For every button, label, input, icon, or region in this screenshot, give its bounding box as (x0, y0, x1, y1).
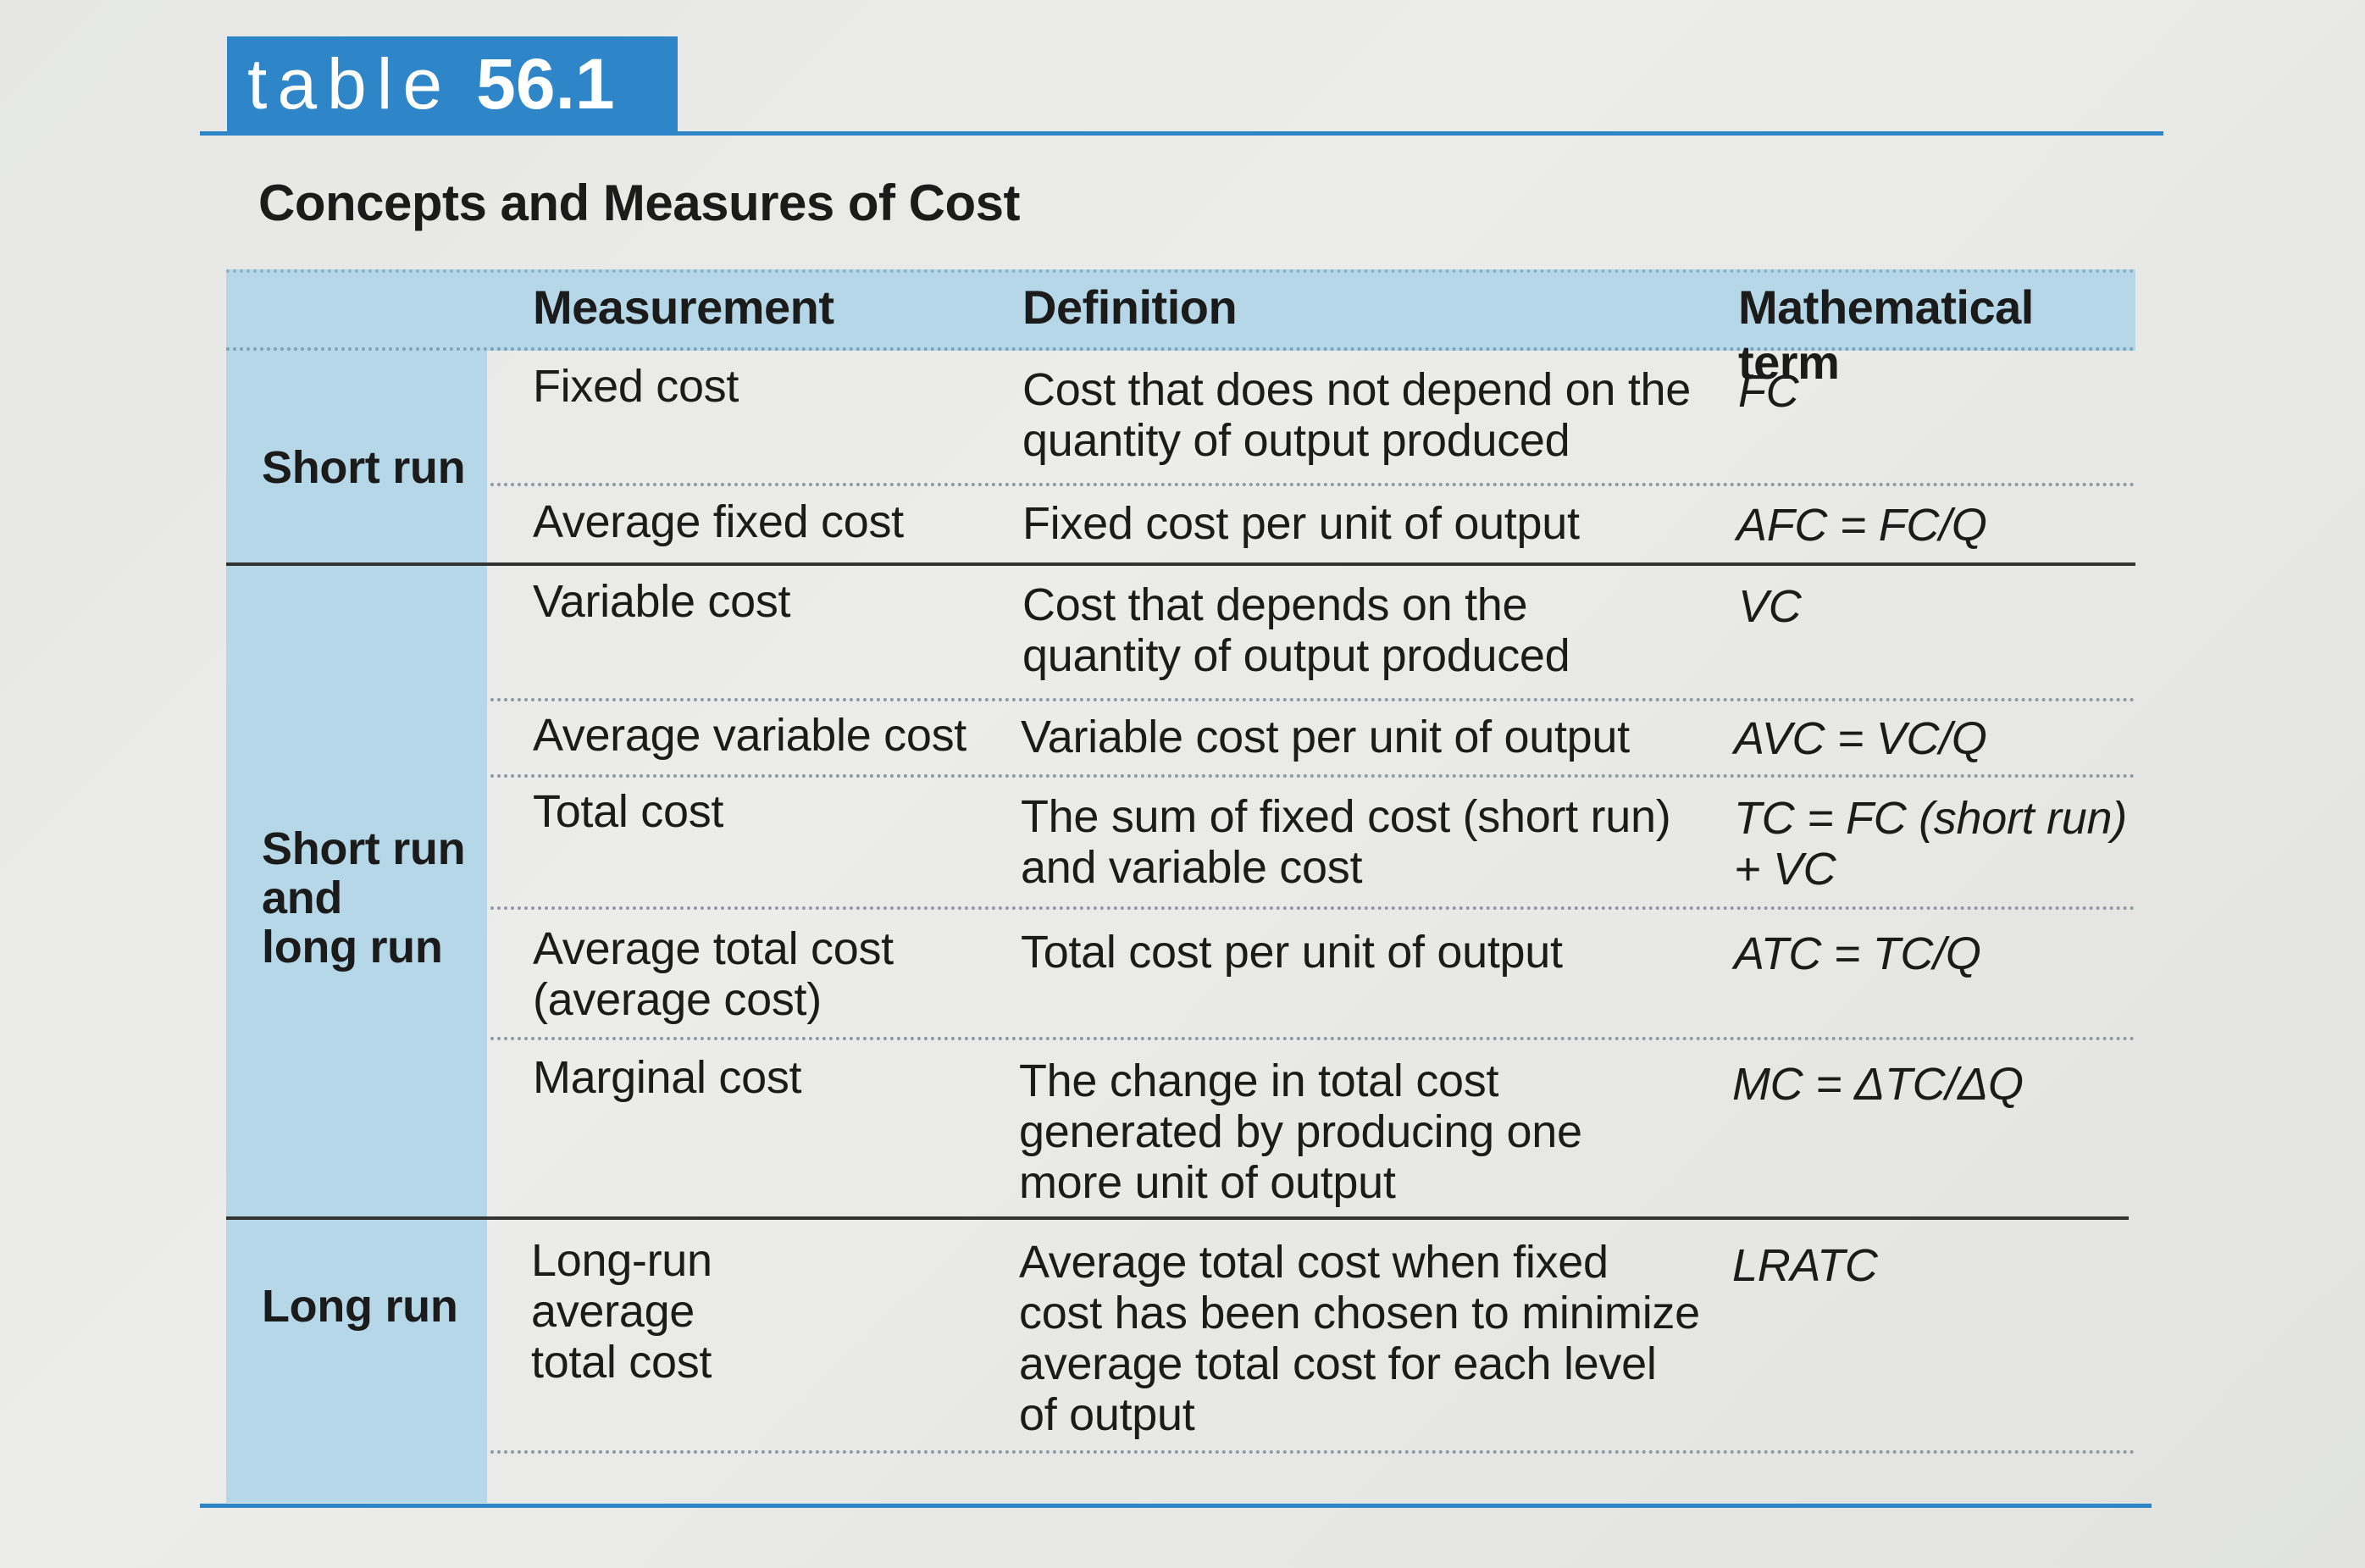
row-average-variable-cost-math: AVC = VC/Q (1734, 713, 1987, 764)
row-fixed-cost-definition: Cost that does not depend on the quantit… (1022, 364, 1692, 466)
row-average-variable-cost-definition: Variable cost per unit of output (1021, 712, 1630, 762)
row-divider (490, 1450, 2135, 1454)
group-label-long-run: Long run (262, 1281, 458, 1332)
row-fixed-cost-math: FC (1738, 366, 1799, 417)
row-marginal-cost-definition: The change in total cost generated by pr… (1019, 1055, 1582, 1208)
row-divider (490, 1037, 2135, 1040)
row-marginal-cost-measurement: Marginal cost (533, 1052, 802, 1103)
cost-table: Measurement Definition Mathematical term… (226, 269, 2139, 1503)
table-header-row (226, 269, 2135, 351)
row-divider (490, 906, 2135, 910)
row-average-variable-cost-measurement: Average variable cost (533, 710, 967, 761)
table-tag-number: 56.1 (476, 43, 615, 124)
row-total-cost-definition: The sum of fixed cost (short run) and va… (1021, 791, 1671, 893)
row-divider (490, 698, 2135, 701)
header-rule (200, 131, 2163, 136)
table-tag: table 56.1 (227, 36, 678, 131)
row-variable-cost-math: VC (1738, 581, 1802, 632)
row-lratc-definition: Average total cost when fixed cost has b… (1019, 1237, 1700, 1440)
group-label-short-run: Short run (262, 442, 466, 493)
group-divider-long-run (226, 1216, 2129, 1220)
row-average-total-cost-measurement: Average total cost (average cost) (533, 923, 894, 1025)
row-total-cost-math: TC = FC (short run) + VC (1734, 793, 2127, 895)
row-divider (490, 483, 2135, 486)
row-total-cost-measurement: Total cost (533, 786, 724, 837)
row-average-fixed-cost-measurement: Average fixed cost (533, 496, 904, 547)
column-header-measurement: Measurement (533, 280, 834, 334)
row-lratc-measurement: Long-run average total cost (531, 1235, 712, 1388)
row-divider (490, 774, 2135, 778)
group-label-short-and-long-run: Short run and long run (262, 823, 466, 972)
table-tag-word: table (247, 43, 453, 124)
row-variable-cost-measurement: Variable cost (533, 576, 791, 627)
column-header-math: Mathematical term (1738, 280, 2034, 389)
footer-rule (200, 1504, 2152, 1508)
row-variable-cost-definition: Cost that depends on the quantity of out… (1022, 579, 1570, 681)
row-average-total-cost-math: ATC = TC/Q (1734, 928, 1981, 979)
row-average-total-cost-definition: Total cost per unit of output (1021, 927, 1563, 978)
row-average-fixed-cost-math: AFC = FC/Q (1736, 500, 1987, 551)
row-lratc-math: LRATC (1732, 1240, 1878, 1291)
row-marginal-cost-math: MC = ΔTC/ΔQ (1732, 1059, 2024, 1110)
group-divider-short-run (226, 562, 2135, 566)
column-header-definition: Definition (1022, 280, 1238, 334)
row-average-fixed-cost-definition: Fixed cost per unit of output (1022, 498, 1580, 549)
table-title: Concepts and Measures of Cost (258, 175, 1021, 231)
group-column (226, 351, 487, 1503)
row-fixed-cost-measurement: Fixed cost (533, 361, 739, 412)
